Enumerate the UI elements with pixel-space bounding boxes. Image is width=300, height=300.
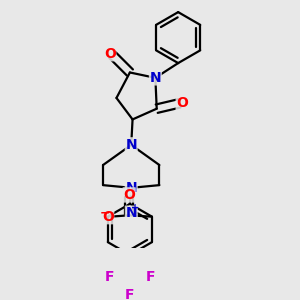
Text: N: N xyxy=(125,206,137,220)
Text: F: F xyxy=(146,270,155,284)
Text: +: + xyxy=(131,203,139,213)
Text: −: − xyxy=(99,206,110,219)
Text: O: O xyxy=(123,188,135,202)
Text: O: O xyxy=(176,96,188,110)
Text: O: O xyxy=(102,210,114,224)
Text: N: N xyxy=(125,138,137,152)
Text: F: F xyxy=(125,288,135,300)
Text: F: F xyxy=(105,270,114,284)
Text: N: N xyxy=(150,71,161,85)
Text: O: O xyxy=(104,47,116,61)
Text: N: N xyxy=(125,181,137,195)
